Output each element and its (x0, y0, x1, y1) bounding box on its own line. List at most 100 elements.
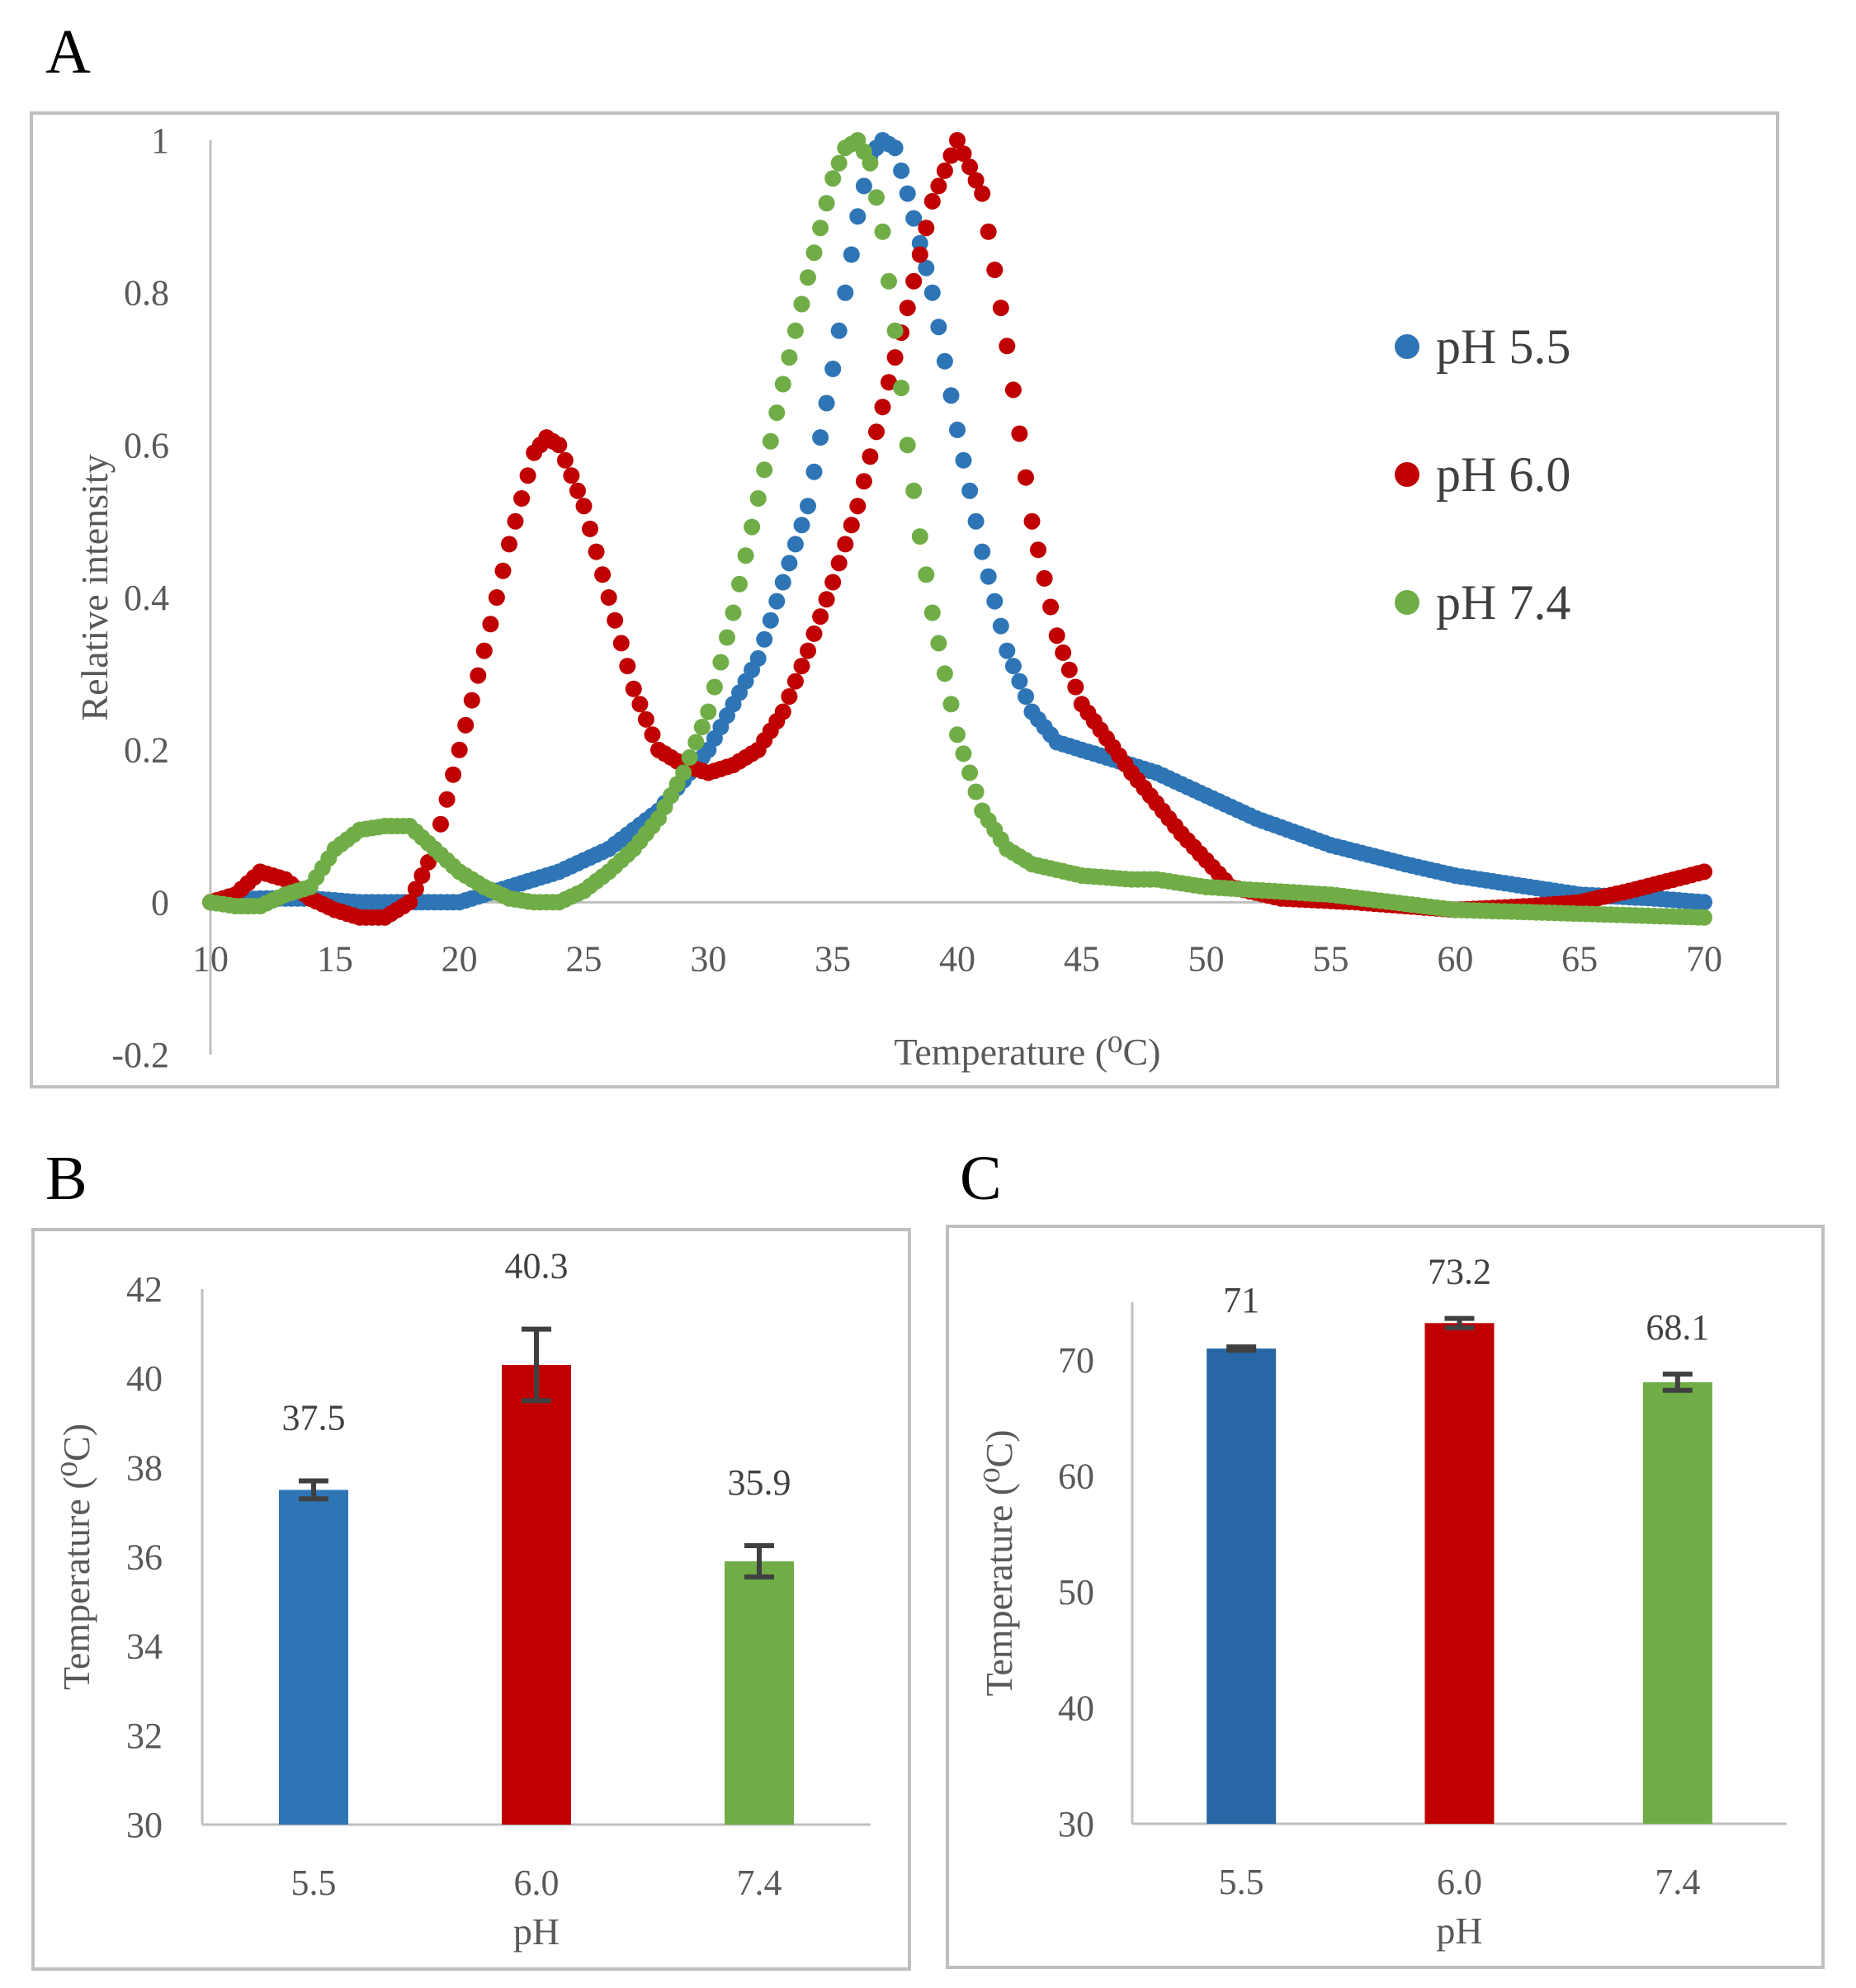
chart-a-point (936, 352, 953, 370)
chart-a-point (918, 220, 935, 237)
chart-b-bar (279, 1490, 348, 1825)
chart-a-point (519, 467, 536, 484)
chart-a-point (575, 498, 593, 515)
chart-a-point (949, 132, 966, 149)
chart-a-point (1067, 678, 1084, 696)
chart-a-point (899, 300, 916, 317)
chart-a-point (774, 574, 791, 591)
chart-a-point (855, 473, 872, 490)
chart-a-point (899, 185, 916, 202)
chart-a-point (762, 612, 779, 629)
chart-a-x-ticks: 10 15 20 25 30 35 40 45 50 55 60 65 70 (192, 938, 1722, 979)
chart-c-value-label: 68.1 (1646, 1307, 1709, 1348)
panel-letter-c: C (960, 1144, 1002, 1213)
chart-a-point (868, 423, 885, 441)
legend-label: pH 5.5 (1436, 319, 1570, 374)
chart-a-point (930, 635, 947, 652)
chart-a-point (700, 703, 717, 720)
chart-a-legend[interactable]: pH 5.5 pH 6.0 pH 7.4 (1395, 319, 1570, 630)
chart-a-point (768, 593, 786, 610)
chart-a-point (1036, 569, 1053, 587)
chart-a-point (1042, 598, 1060, 616)
chart-a-point (886, 322, 904, 339)
chart-a-point (800, 642, 816, 659)
chart-a-points (202, 132, 1712, 926)
chart-a-x-tick: 60 (1437, 938, 1473, 979)
chart-a-point (1030, 541, 1046, 559)
chart-a-point (999, 642, 1016, 659)
chart-c-y-title: Temperature (⁰C) (978, 1429, 1020, 1696)
chart-a-point (1004, 381, 1022, 399)
chart-a-point (781, 688, 798, 705)
chart-a-point (463, 692, 480, 709)
chart-a-point (855, 177, 872, 195)
chart-a-point (881, 272, 897, 290)
chart-a-point (1696, 894, 1712, 911)
chart-a-point (607, 612, 624, 629)
chart-a-point (582, 520, 598, 537)
chart-a-point (936, 162, 953, 179)
chart-b-y-title: Temperature (⁰C) (55, 1424, 97, 1690)
chart-a-point (438, 791, 456, 808)
chart-a-point (507, 512, 524, 530)
chart-a-point (569, 482, 586, 499)
chart-a-point (501, 536, 517, 553)
panel-letter-a: A (45, 17, 91, 87)
chart-a-point (1018, 688, 1034, 705)
chart-a-point (594, 566, 612, 583)
chart-a-point (749, 490, 767, 507)
chart-a-point (830, 154, 848, 172)
chart-a-point (886, 139, 904, 157)
chart-a-point (942, 387, 960, 404)
chart-c-value-label: 71 (1223, 1280, 1259, 1320)
chart-a-point (961, 158, 979, 176)
chart-c-x-tick: 5.5 (1219, 1862, 1264, 1902)
chart-a-point (849, 208, 867, 225)
chart-a-point (911, 234, 928, 252)
chart-a-point (774, 703, 791, 720)
chart-a-point (824, 574, 842, 591)
chart-a-y-tick: 0.6 (124, 425, 169, 465)
chart-a-point (756, 461, 773, 479)
chart-a-point (843, 246, 860, 263)
chart-a-point (513, 490, 531, 507)
chart-b-y-tick: 38 (126, 1447, 163, 1488)
chart-a-point (457, 716, 475, 734)
chart-a-x-title: Temperature (⁰C) (894, 1031, 1160, 1073)
chart-a-point (980, 223, 997, 240)
legend-label: pH 6.0 (1436, 447, 1570, 502)
chart-a-point (936, 665, 953, 682)
panel-c-frame (946, 1225, 1825, 1969)
chart-a-point (675, 764, 692, 782)
chart-a-point (942, 147, 960, 164)
chart-a-point (874, 399, 891, 416)
chart-a-point (967, 512, 985, 530)
chart-a-point (837, 536, 854, 553)
chart-a-point (800, 269, 816, 286)
chart-b-x-tick: 7.4 (737, 1863, 782, 1903)
legend-marker (1395, 334, 1419, 359)
chart-a-point (812, 608, 829, 626)
chart-a-point (1023, 512, 1041, 530)
chart-a-point (693, 719, 711, 735)
chart-a-point (786, 673, 804, 690)
chart-a-point (967, 783, 985, 800)
chart-a: -0.2 0 0.2 0.4 0.6 0.8 1 10 15 20 25 30 35 40 45 50 55 6… (73, 120, 1722, 1075)
chart-a-point (793, 658, 810, 675)
chart-c: 30 40 50 60 70 71 5.5 73.2 6.0 68.1 7.4 pH Temperatu… (978, 1252, 1787, 1952)
chart-b-x-tick: 6.0 (514, 1863, 560, 1903)
chart-a-x-tick: 35 (815, 938, 851, 979)
chart-a-point (992, 617, 1009, 635)
panel-a-frame (30, 111, 1779, 1088)
chart-a-point (955, 145, 972, 163)
chart-a-point (768, 404, 786, 422)
chart-a-point (781, 555, 798, 572)
chart-a-y-tick: 0.2 (124, 730, 169, 771)
chart-a-point (631, 696, 649, 713)
chart-a-point (986, 262, 1004, 278)
chart-a-point (830, 322, 848, 339)
chart-a-point (961, 482, 979, 499)
chart-c-x-tick: 7.4 (1655, 1862, 1700, 1902)
chart-a-point (824, 170, 842, 187)
